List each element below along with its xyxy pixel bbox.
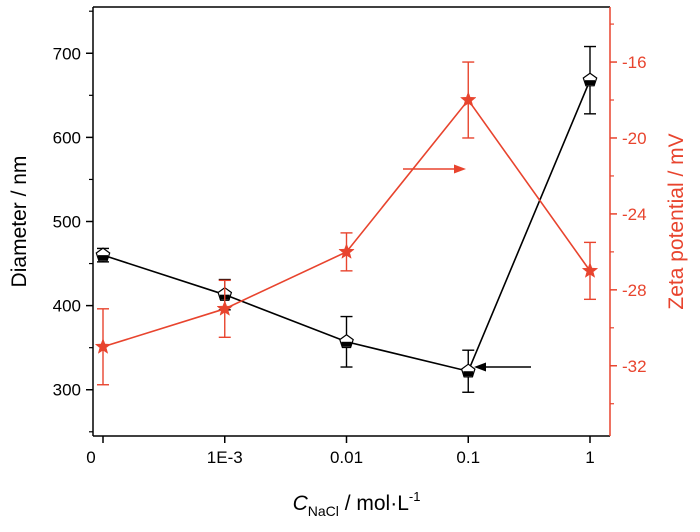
arrow-head <box>454 164 466 174</box>
y-left-tick-label: 300 <box>53 381 81 400</box>
series-layer <box>94 45 599 393</box>
marker-fill <box>341 341 352 347</box>
series-line <box>102 98 591 348</box>
x-tick-label: 0.1 <box>456 448 480 467</box>
marker-fill <box>585 80 595 86</box>
data-point <box>216 300 234 316</box>
y-right-tick-label: -16 <box>622 53 647 72</box>
plot-frame <box>92 6 611 437</box>
x-tick-label: 0 <box>86 448 95 467</box>
data-point <box>339 334 354 349</box>
diameter-series <box>95 45 598 393</box>
y-right-tick-label: -20 <box>622 129 647 148</box>
y-left-tick-label: 500 <box>53 213 81 232</box>
data-point <box>95 247 111 262</box>
arrow-head <box>474 362 486 372</box>
y-right-tick-label: -28 <box>622 281 647 300</box>
annotation-layer <box>403 164 531 372</box>
y-right-tick-label: -24 <box>622 205 647 224</box>
y-left-tick-label: 400 <box>53 297 81 316</box>
x-tick-label: 1E-3 <box>207 448 243 467</box>
y-left-tick-label: 700 <box>53 44 81 63</box>
marker-fill <box>98 255 108 261</box>
marker-fill <box>463 371 474 377</box>
y-right-axis-title: Zeta potential / mV <box>665 133 688 309</box>
x-axis-title: CNaCl / mol·L-1 <box>293 489 421 519</box>
y-left-axis-title: Diameter / nm <box>8 156 31 288</box>
data-point <box>459 91 477 108</box>
data-point <box>94 338 112 354</box>
data-point <box>460 363 476 378</box>
zeta-series <box>94 61 599 386</box>
data-point <box>581 262 599 278</box>
arrow-to-left-axis <box>474 362 531 372</box>
y-left-tick-label: 600 <box>53 128 81 147</box>
data-point <box>582 72 598 87</box>
x-tick-label: 0.01 <box>330 448 363 467</box>
y-right-tick-label: -32 <box>622 357 647 376</box>
axis-layer: 0 1E-3 0.01 0.1 1 300 400 500 600 700 -32 -28 -24 -20… <box>8 10 688 519</box>
x-tick-label: 1 <box>585 448 594 467</box>
data-point <box>338 243 355 259</box>
arrow-to-right-axis <box>403 164 466 174</box>
